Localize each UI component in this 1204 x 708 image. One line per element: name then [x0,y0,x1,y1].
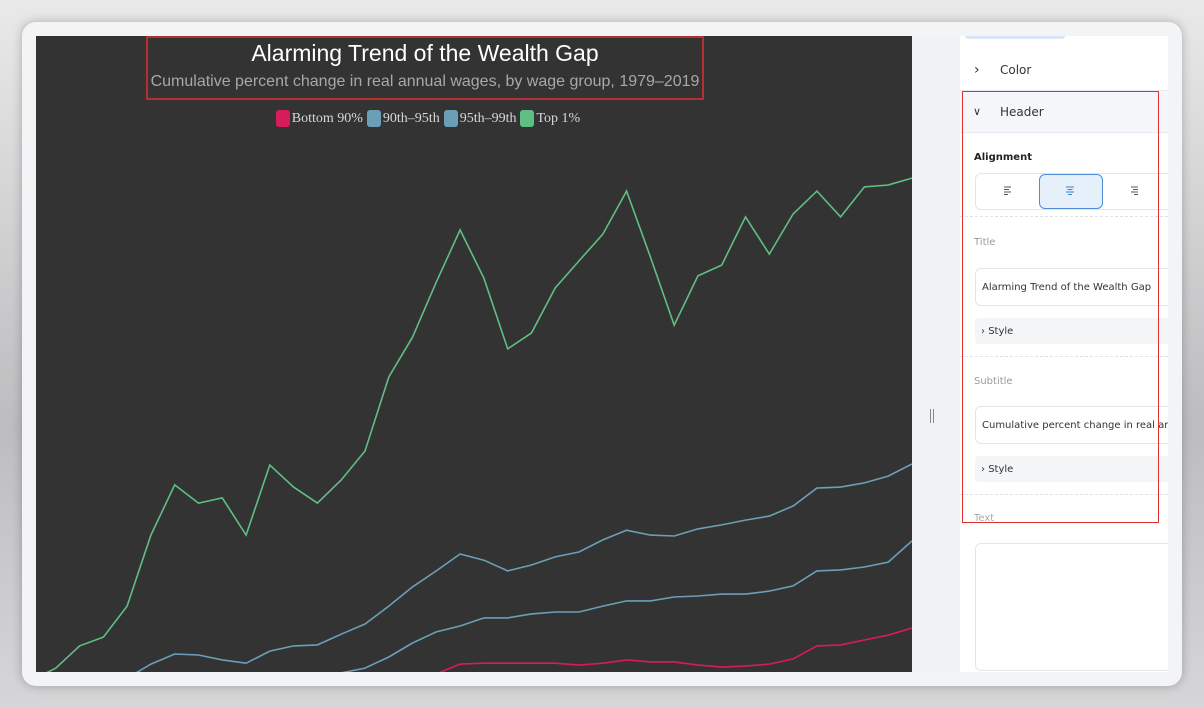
legend-label: 95th–99th [459,110,517,126]
legend-item[interactable]: Bottom 90% [275,110,363,127]
legend-item[interactable]: Top 1% [520,110,580,127]
alignment-group [975,173,1168,210]
chevron: › [981,463,989,475]
align-left-icon[interactable] [1003,186,1013,196]
section-label: Header [1000,104,1044,119]
legend-label: 90th–95th [382,110,440,126]
section-label: Color [1000,63,1032,77]
toggle-label: Style [988,463,1014,475]
chart-background [36,36,912,672]
style-toggle[interactable]: › Style [975,456,1168,482]
text-area[interactable] [975,543,1168,671]
title-input[interactable]: Alarming Trend of the Wealth Gap [975,268,1168,306]
legend-item[interactable]: 95th–99th [443,110,517,127]
color-section[interactable]: › Color [960,50,1168,91]
chart-title[interactable]: Alarming Trend of the Wealth Gap [251,40,598,66]
grip [933,409,934,423]
legend-item[interactable]: 90th–95th [366,110,440,127]
legend: Bottom 90% 90th–95th 95th–99th Top 1% [36,110,820,127]
series-line [46,177,912,672]
input-text: Cumulative percent change in real annual… [982,419,1168,431]
divider [960,494,1168,495]
legend-swatch [275,110,290,127]
legend-label: Top 1% [536,110,581,126]
header-section[interactable]: ∨ Header [960,91,1168,133]
chart: Alarming Trend of the Wealth Gap Cumulat… [36,36,912,672]
chevron: › [974,62,980,78]
series-line [341,540,912,672]
settings-panel: › Color ∨ Header Alignment Title Alarmin… [960,36,1168,672]
legend-swatch [366,110,381,127]
legend-label: Bottom 90% [291,110,363,126]
tab-edge [965,36,1065,39]
input-text: Alarming Trend of the Wealth Gap [982,281,1152,293]
align-right-icon[interactable] [1129,186,1139,196]
align-center-icon [1066,186,1074,195]
series-line [135,463,912,672]
style-toggle[interactable]: › Style [975,318,1168,344]
selection-outline [962,91,1159,523]
grip [930,409,931,423]
legend-swatch [520,110,535,127]
divider [960,216,1168,217]
chart-subtitle[interactable]: Cumulative percent change in real annual… [151,73,700,90]
splitter[interactable] [912,36,960,672]
divider [960,356,1168,357]
legend-swatch [443,110,458,127]
chevron: ∨ [973,105,982,118]
series-line [438,627,912,672]
chevron: › [981,325,989,337]
selection-outline [146,36,704,100]
subtitle-input[interactable]: Cumulative percent change in real annual… [975,406,1168,444]
field-label: Subtitle [974,376,1013,387]
toggle-label: Style [988,325,1014,337]
field-label: Alignment [974,152,1032,163]
field-label: Text [974,513,995,524]
field-label: Title [974,237,996,248]
